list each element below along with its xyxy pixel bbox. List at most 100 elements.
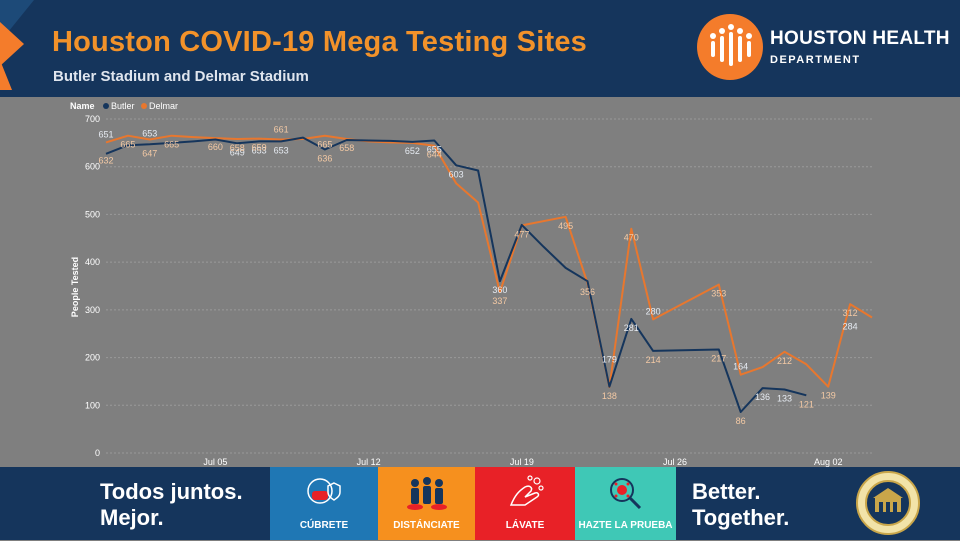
data-label-delmar: 647 bbox=[142, 148, 157, 158]
page-title: Houston COVID-19 Mega Testing Sites bbox=[52, 26, 587, 58]
legend-marker-delmar bbox=[141, 103, 147, 109]
x-tick-label: Aug 02 bbox=[814, 457, 843, 467]
y-tick-label: 400 bbox=[85, 257, 100, 267]
data-label-delmar: 121 bbox=[799, 399, 814, 409]
data-label-delmar: 139 bbox=[821, 391, 836, 401]
x-tick-label: Jul 05 bbox=[203, 457, 227, 467]
data-label-delmar: 665 bbox=[120, 140, 135, 150]
chart-gridlines bbox=[106, 118, 872, 454]
data-label-delmar: 217 bbox=[711, 353, 726, 363]
hand-washing-icon bbox=[503, 473, 547, 513]
series-line-butler bbox=[105, 136, 807, 413]
data-label-butler: 653 bbox=[274, 145, 289, 155]
health-department-logo-icon bbox=[697, 14, 763, 80]
slogan-english-line1: Better. bbox=[692, 479, 761, 504]
data-label-butler: 360 bbox=[492, 285, 507, 295]
tile-cubrete: CÚBRETE bbox=[270, 467, 378, 540]
slogan-english: Better. Together. bbox=[692, 479, 789, 531]
data-label-delmar: 214 bbox=[646, 355, 661, 365]
logo-text-secondary: DEPARTMENT bbox=[770, 54, 861, 66]
slogan-spanish-line1: Todos juntos. bbox=[100, 479, 243, 504]
data-label-butler: 649 bbox=[230, 147, 245, 157]
tile-label-lavate: LÁVATE bbox=[505, 520, 545, 531]
data-label-butler: 603 bbox=[449, 169, 464, 179]
data-label-delmar: 86 bbox=[736, 416, 746, 426]
data-label-delmar: 658 bbox=[339, 143, 354, 153]
logo-text-primary: HOUSTON HEALTH bbox=[770, 28, 950, 49]
virus-test-icon bbox=[604, 473, 648, 513]
x-tick-label: Jul 12 bbox=[357, 457, 381, 467]
face-mask-icon bbox=[302, 473, 346, 513]
data-label-butler: 133 bbox=[777, 394, 792, 404]
data-label-delmar: 660 bbox=[208, 142, 223, 152]
data-label-butler: 655 bbox=[427, 144, 442, 154]
data-label-butler: 164 bbox=[733, 362, 748, 372]
decorative-triangle bbox=[0, 60, 12, 90]
data-label-delmar: 353 bbox=[711, 289, 726, 299]
chart-svg: Name Butler Delmar 0 100 200 300 400 500 600 70… bbox=[70, 101, 873, 467]
data-label-delmar: 356 bbox=[580, 287, 595, 297]
data-label-delmar: 495 bbox=[558, 221, 573, 231]
people-tested-line-chart: Name Butler Delmar 0 100 200 300 400 500 600 70… bbox=[0, 97, 960, 467]
data-label-delmar: 659 bbox=[252, 143, 267, 153]
chart-legend: Name Butler Delmar bbox=[70, 101, 178, 111]
data-label-delmar: 636 bbox=[317, 154, 332, 164]
slogan-spanish-line2: Mejor. bbox=[100, 505, 164, 530]
legend-label-butler[interactable]: Butler bbox=[111, 101, 135, 111]
slogan-english-line2: Together. bbox=[692, 505, 790, 530]
slogan-spanish: Todos juntos. Mejor. bbox=[100, 479, 243, 531]
data-label-butler: 179 bbox=[602, 355, 617, 365]
tile-distanciate: DISTÁNCIATE bbox=[378, 467, 475, 540]
data-label-delmar: 312 bbox=[843, 308, 858, 318]
data-label-butler: 281 bbox=[624, 323, 639, 333]
decorative-triangle bbox=[0, 22, 24, 66]
data-label-butler: 653 bbox=[252, 145, 267, 155]
data-label-butler: 136 bbox=[755, 392, 770, 402]
tile-label-cubrete: CÚBRETE bbox=[299, 520, 349, 531]
tile-hazte-la-prueba: HAZTE LA PRUEBA bbox=[575, 467, 676, 540]
y-tick-label: 100 bbox=[85, 400, 100, 410]
social-distance-icon bbox=[405, 473, 449, 513]
data-label-delmar: 470 bbox=[624, 233, 639, 243]
data-label-delmar: 212 bbox=[777, 356, 792, 366]
chart-data-labels: 651 653 649 653 653 652 655 603 360 179 281 280 164 1… bbox=[98, 125, 857, 426]
data-label-butler: 651 bbox=[98, 129, 113, 139]
data-label-delmar: 632 bbox=[98, 155, 113, 165]
y-tick-label: 200 bbox=[85, 353, 100, 363]
page-subtitle: Butler Stadium and Delmar Stadium bbox=[53, 68, 309, 85]
city-of-houston-seal-icon bbox=[855, 470, 921, 536]
x-tick-label: Jul 19 bbox=[510, 457, 534, 467]
data-label-delmar: 665 bbox=[317, 140, 332, 150]
data-label-butler: 653 bbox=[142, 128, 157, 138]
data-label-butler: 280 bbox=[646, 306, 661, 316]
y-tick-label: 700 bbox=[85, 114, 100, 124]
y-tick-label: 300 bbox=[85, 305, 100, 315]
tile-label-hazte-la-prueba: HAZTE LA PRUEBA bbox=[578, 520, 673, 531]
legend-marker-butler bbox=[103, 103, 109, 109]
legend-label-delmar[interactable]: Delmar bbox=[149, 101, 178, 111]
data-label-delmar: 644 bbox=[427, 150, 442, 160]
tile-lavate: LÁVATE bbox=[475, 467, 575, 540]
x-tick-label: Jul 26 bbox=[663, 457, 687, 467]
y-axis: 0 100 200 300 400 500 600 700 bbox=[85, 114, 100, 458]
chart-series bbox=[105, 134, 873, 413]
data-label-delmar: 661 bbox=[274, 125, 289, 135]
y-tick-label: 600 bbox=[85, 162, 100, 172]
data-label-delmar: 477 bbox=[514, 229, 529, 239]
y-axis-title: People Tested bbox=[70, 257, 80, 317]
header-banner: Houston COVID-19 Mega Testing Sites Butl… bbox=[0, 0, 960, 97]
y-tick-label: 0 bbox=[95, 448, 100, 458]
health-department-logo: HOUSTON HEALTH DEPARTMENT bbox=[697, 14, 949, 80]
x-axis: Jul 05 Jul 12 Jul 19 Jul 26 Aug 02 bbox=[203, 457, 842, 467]
tile-label-distanciate: DISTÁNCIATE bbox=[393, 520, 460, 531]
data-label-delmar: 138 bbox=[602, 391, 617, 401]
series-line-delmar bbox=[105, 134, 873, 389]
data-label-delmar: 337 bbox=[492, 296, 507, 306]
data-label-delmar: 658 bbox=[230, 143, 245, 153]
y-tick-label: 500 bbox=[85, 209, 100, 219]
data-label-butler: 284 bbox=[843, 321, 858, 331]
data-label-delmar: 665 bbox=[164, 140, 179, 150]
data-label-butler: 652 bbox=[405, 146, 420, 156]
legend-title: Name bbox=[70, 101, 95, 111]
footer-banner: Todos juntos. Mejor. CÚBRETE DISTÁNCIATE bbox=[0, 467, 960, 540]
